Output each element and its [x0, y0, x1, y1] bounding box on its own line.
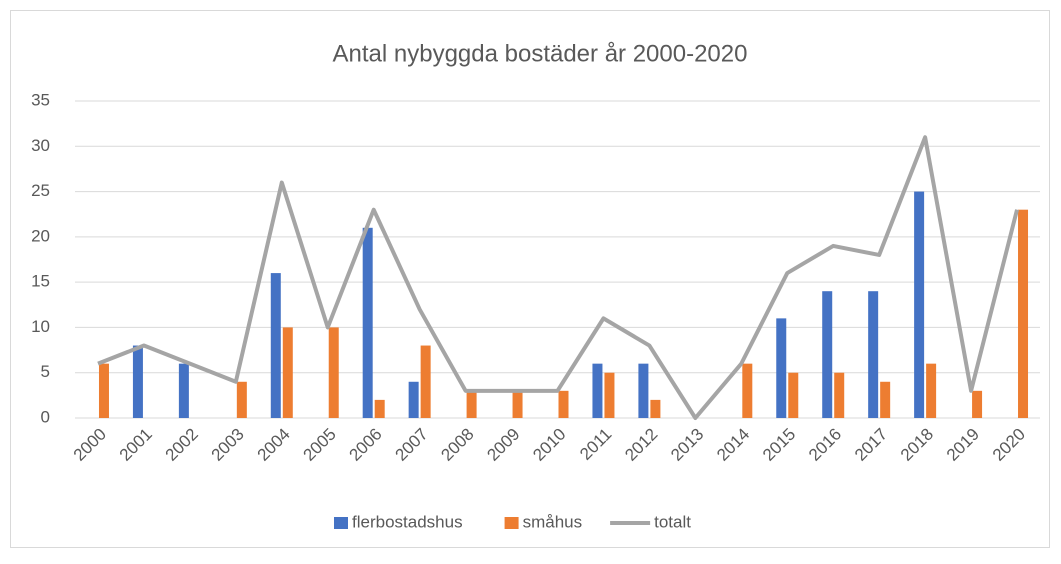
- bar: [868, 291, 879, 418]
- legend-label: småhus: [523, 512, 583, 531]
- bar: [650, 399, 661, 418]
- bar: [236, 381, 247, 418]
- y-tick-label: 5: [41, 362, 50, 381]
- bar: [408, 381, 419, 418]
- bar: [788, 372, 799, 418]
- legend-swatch: [504, 517, 519, 529]
- bar: [328, 327, 339, 418]
- chart-title: Antal nybyggda bostäder år 2000-2020: [333, 40, 748, 67]
- y-tick-label: 30: [31, 136, 50, 155]
- y-tick-label: 10: [31, 317, 50, 336]
- legend-label: totalt: [654, 512, 691, 531]
- bar: [132, 345, 143, 418]
- bar: [914, 191, 925, 418]
- bar: [1018, 209, 1029, 418]
- chart-border: [10, 10, 1050, 548]
- y-tick-label: 20: [31, 226, 50, 245]
- bar: [558, 390, 569, 418]
- bar: [178, 363, 189, 418]
- y-tick-label: 15: [31, 272, 50, 291]
- bar: [834, 372, 845, 418]
- bar: [880, 381, 891, 418]
- bar: [374, 399, 385, 418]
- bar: [822, 291, 833, 418]
- bar: [742, 363, 753, 418]
- bar: [270, 273, 281, 418]
- bar: [420, 345, 431, 418]
- line: [97, 135, 1019, 420]
- legend-swatch: [334, 517, 348, 529]
- bar: [638, 363, 649, 418]
- bar: [466, 390, 477, 418]
- bar: [926, 363, 937, 418]
- bar: [282, 327, 293, 418]
- y-tick-label: 25: [31, 181, 50, 200]
- bar: [604, 372, 615, 418]
- bar: [776, 318, 787, 418]
- bar: [592, 363, 603, 418]
- bar: [98, 363, 109, 418]
- bar: [512, 390, 523, 418]
- bar: [972, 390, 983, 418]
- bar: [362, 227, 373, 418]
- legend-label: flerbostadshus: [352, 512, 463, 531]
- y-tick-label: 0: [41, 407, 50, 426]
- y-tick-label: 35: [31, 90, 50, 109]
